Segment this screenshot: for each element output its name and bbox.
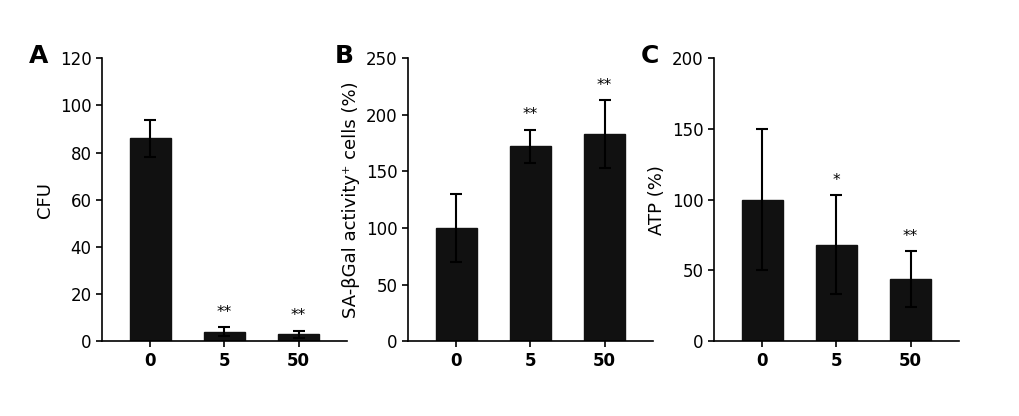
Y-axis label: SA-βGal activity⁺ cells (%): SA-βGal activity⁺ cells (%) xyxy=(342,82,360,318)
Bar xyxy=(204,332,245,341)
Text: C: C xyxy=(640,44,658,68)
Text: **: ** xyxy=(217,305,231,320)
Bar xyxy=(435,228,476,341)
Bar xyxy=(741,200,782,341)
Bar xyxy=(510,146,550,341)
Text: **: ** xyxy=(902,228,917,243)
Bar xyxy=(890,279,930,341)
Text: B: B xyxy=(334,44,354,68)
Bar xyxy=(278,334,319,341)
Y-axis label: ATP (%): ATP (%) xyxy=(648,165,665,235)
Bar xyxy=(584,134,625,341)
Text: *: * xyxy=(832,173,840,188)
Y-axis label: CFU: CFU xyxy=(37,182,54,218)
Text: **: ** xyxy=(523,107,537,122)
Bar xyxy=(129,139,170,341)
Text: A: A xyxy=(29,44,48,68)
Text: **: ** xyxy=(596,78,611,93)
Text: **: ** xyxy=(290,308,306,324)
Bar xyxy=(815,245,856,341)
